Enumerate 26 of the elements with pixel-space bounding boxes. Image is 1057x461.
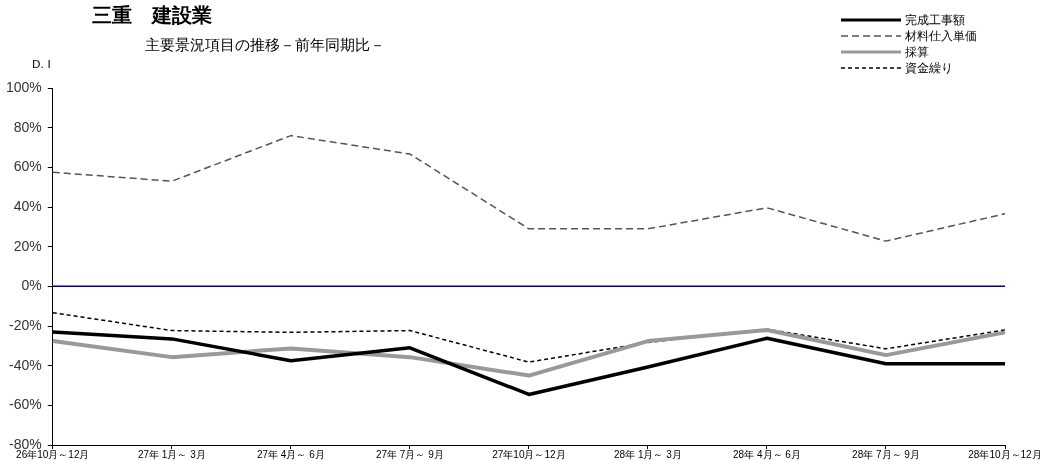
x-tick-label: 27年 1月～ 3月 xyxy=(137,448,206,460)
y-tick-label: 0% xyxy=(21,277,42,294)
chart-subtitle: 主要景況項目の推移－前年同期比－ xyxy=(145,36,385,55)
legend-label: 資金繰り xyxy=(905,60,953,76)
x-tick-label: 28年 7月～ 9月 xyxy=(852,448,920,460)
y-tick-label: 100% xyxy=(5,78,42,95)
x-tick-label: 28年 4月～ 6月 xyxy=(733,448,801,460)
line-series xyxy=(52,134,1006,242)
x-tick-label: 26年10月～12月 xyxy=(16,448,90,460)
y-tick-label: 40% xyxy=(13,197,42,214)
y-tick-label: -40% xyxy=(9,356,42,373)
y-axis-title: D. I xyxy=(32,58,51,71)
legend-label: 完成工事額 xyxy=(905,12,965,28)
y-tick-label: -60% xyxy=(9,396,42,413)
x-tick-label: 27年10月～12月 xyxy=(492,448,566,460)
y-tick-label: -20% xyxy=(9,316,42,333)
y-tick-label: 60% xyxy=(13,158,42,175)
legend-label: 材料仕入単価 xyxy=(905,28,977,44)
x-tick-label: 28年10月～12月 xyxy=(968,448,1042,460)
x-tick-label: 27年 7月～ 9月 xyxy=(375,448,444,460)
chart-title: 三重 建設業 xyxy=(92,2,212,29)
x-tick-label: 27年 4月～ 6月 xyxy=(256,448,325,460)
y-tick-label: 20% xyxy=(13,237,42,254)
legend-label: 採算 xyxy=(905,44,929,60)
x-tick-label: 28年 1月～ 3月 xyxy=(614,448,682,460)
y-tick-label: 80% xyxy=(13,118,42,135)
